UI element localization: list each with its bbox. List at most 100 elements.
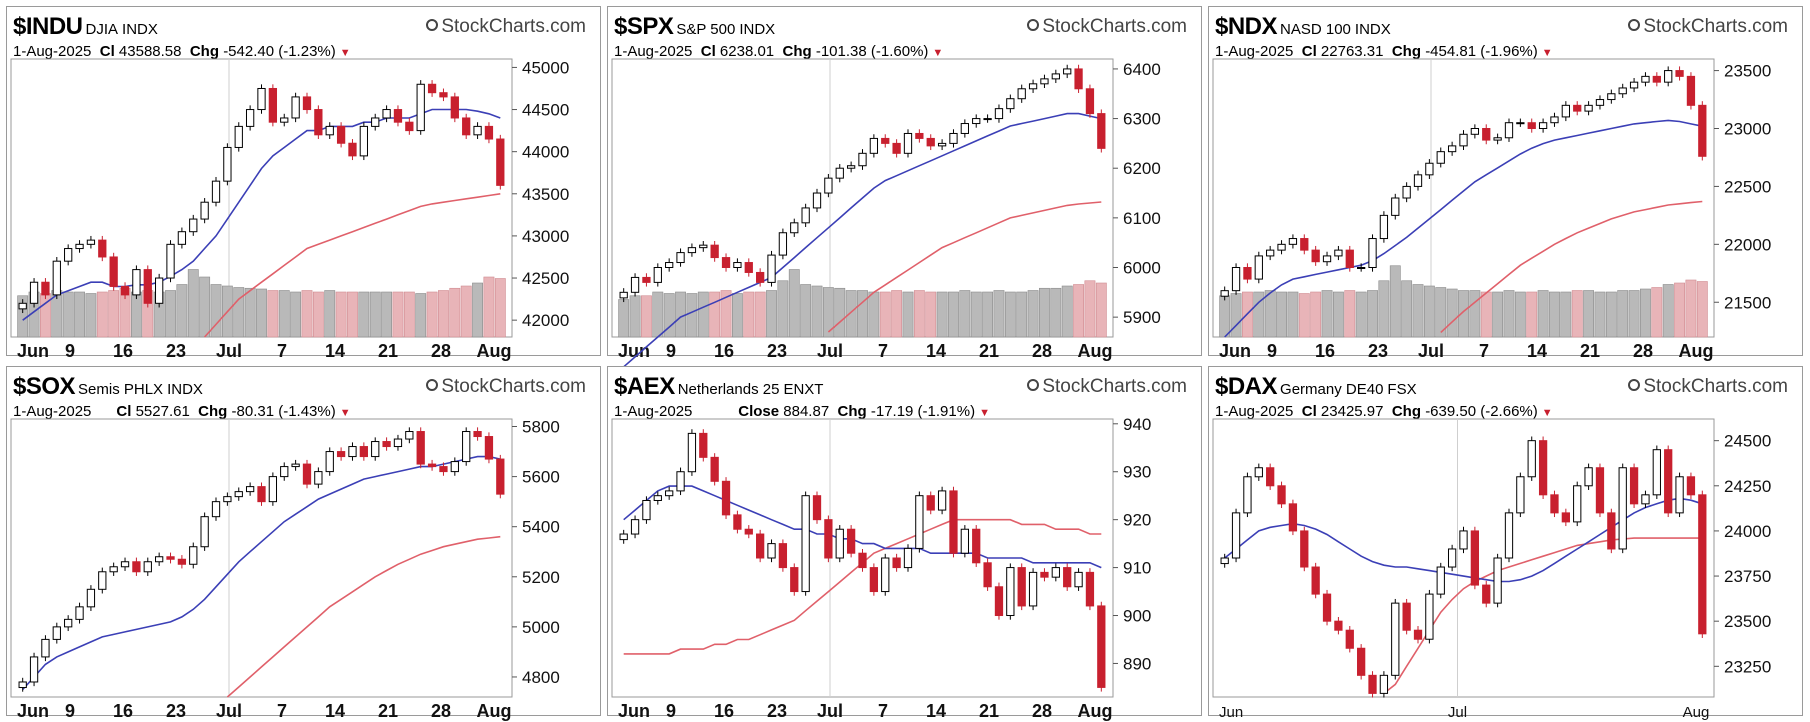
candle-body <box>336 125 346 144</box>
candle-body <box>721 480 731 516</box>
volume-bar <box>1423 285 1435 338</box>
y-tick-label: 5600 <box>522 468 560 487</box>
x-tick-label: 9 <box>666 701 676 721</box>
candle-body <box>314 109 323 136</box>
x-tick-label: Aug <box>1679 341 1714 361</box>
volume-bar <box>982 291 994 338</box>
volume-bar <box>1253 291 1265 338</box>
candle-body <box>915 495 924 549</box>
volume-bar <box>731 293 743 338</box>
candle-body <box>336 451 346 458</box>
candle-body <box>1063 567 1072 588</box>
volume-bar <box>1549 291 1560 338</box>
candle-body <box>1573 104 1582 112</box>
x-tick-label: Jul <box>817 701 843 721</box>
x-tick-label: Jun <box>618 341 650 361</box>
volume-bar <box>483 276 495 338</box>
x-tick-label: Aug <box>477 701 512 721</box>
candle-body <box>348 446 357 458</box>
candle-body <box>223 496 232 503</box>
y-tick-label: 23500 <box>1724 612 1771 631</box>
candle-body <box>393 438 403 448</box>
candle-body <box>710 244 719 259</box>
candle-body <box>676 252 685 264</box>
candle-body <box>619 291 628 299</box>
candle-body <box>903 547 913 569</box>
volume-bar <box>834 287 846 338</box>
candle-body <box>824 519 833 559</box>
volume-bar <box>754 291 766 338</box>
close-value: 22763.31 <box>1320 43 1384 60</box>
candle-body <box>687 432 697 473</box>
candle-body <box>75 243 84 250</box>
candle-body <box>1470 530 1480 586</box>
volume-bar <box>1039 287 1050 338</box>
down-arrow-icon: ▼ <box>339 407 351 419</box>
candle-body <box>1357 267 1366 269</box>
x-tick-label: 16 <box>113 341 133 361</box>
volume-bar <box>1287 291 1299 338</box>
candle-body <box>653 267 662 283</box>
volume-bar <box>1651 287 1663 338</box>
candle-body <box>778 543 788 569</box>
x-tick-label: Jul <box>1418 341 1444 361</box>
candlestick-chart: 45000 44500 44000 43500 43000 42500 42000 Jun 9 1… <box>10 58 569 361</box>
close-label: Cl <box>99 43 115 60</box>
candle-body <box>1413 174 1423 187</box>
volume-bar <box>697 291 709 338</box>
date: 1-Aug-2025 <box>614 403 693 420</box>
candle-body <box>1006 98 1015 110</box>
y-tick-label: 910 <box>1123 559 1151 578</box>
candle-body <box>211 180 221 203</box>
date: 1-Aug-2025 <box>13 403 92 420</box>
candle-body <box>280 117 289 123</box>
candle-body <box>1459 530 1468 550</box>
candle-body <box>619 533 628 541</box>
index-name: Netherlands 25 <box>677 381 780 398</box>
volume-bar <box>369 291 381 338</box>
y-tick-label: 5400 <box>522 518 560 537</box>
symbol: $AEX <box>614 373 675 400</box>
y-tick-label: 940 <box>1123 415 1151 434</box>
chart-panel-indu: $INDU DJIA INDX StockCharts.com 1-Aug-2025… <box>6 6 601 361</box>
chg-label: Chg <box>782 43 812 60</box>
volume-bar <box>743 291 755 338</box>
candle-body <box>291 463 300 468</box>
candle-body <box>949 490 958 554</box>
brand-text: StockCharts.com <box>441 376 586 397</box>
candle-body <box>1368 674 1377 694</box>
y-tick-label: 23500 <box>1724 62 1771 81</box>
candle-body <box>858 152 867 167</box>
candle-body <box>1322 255 1332 263</box>
candle-body <box>325 125 334 136</box>
chg-value: -542.40 (-1.23%) <box>223 43 336 60</box>
volume-bar <box>822 287 834 338</box>
volume-bar <box>1367 290 1378 338</box>
y-tick-label: 24250 <box>1724 477 1771 496</box>
candle-body <box>1595 467 1605 514</box>
candle-body <box>257 486 266 503</box>
chart-panel-spx: $SPX S&P 500 INDX StockCharts.com 1-Aug-20… <box>607 6 1202 368</box>
candle-body <box>1322 593 1332 622</box>
brand-watermark: StockCharts.com <box>426 16 586 38</box>
y-tick-label: 44000 <box>522 143 569 162</box>
y-tick-label: 5800 <box>522 418 560 437</box>
volume-bar <box>686 293 698 338</box>
candle-body <box>1459 133 1468 147</box>
candle-body <box>1028 571 1038 607</box>
candle-body <box>1652 449 1661 496</box>
candle-body <box>1254 467 1263 478</box>
candle-body <box>371 441 380 458</box>
volume-bar <box>358 291 370 338</box>
candle-body <box>1652 75 1661 83</box>
y-tick-label: 4800 <box>522 668 560 687</box>
volume-bar <box>472 282 483 338</box>
candle-body <box>1527 440 1536 478</box>
quote-line: 1-Aug-2025 Cl 22763.31 Chg -454.81 (-1.9… <box>1215 43 1553 60</box>
quote-line: 1-Aug-2025 Close 884.87 Chg -17.19 (-1.9… <box>614 403 990 420</box>
y-tick-label: 920 <box>1123 511 1151 530</box>
candle-body <box>1595 99 1605 106</box>
candle-body <box>960 528 969 554</box>
volume-bar <box>1537 290 1549 338</box>
candle-body <box>994 108 1004 120</box>
